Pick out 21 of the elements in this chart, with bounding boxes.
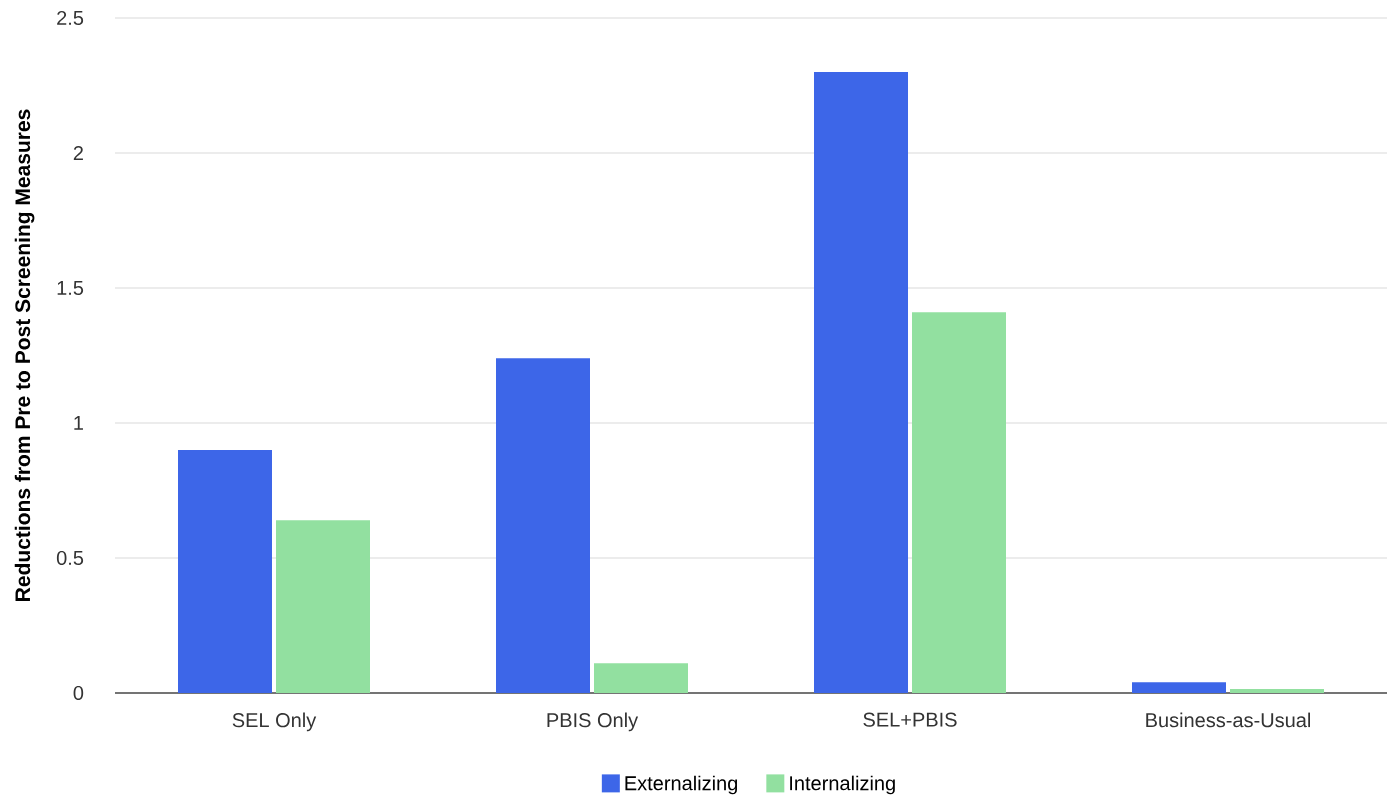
bar: [594, 663, 689, 693]
x-tick-label: PBIS Only: [547, 712, 639, 732]
x-tick-label: Business-as-Usual: [1146, 712, 1310, 728]
bar: [276, 520, 370, 693]
bar: [814, 71, 908, 693]
legend-label: Externalizing: [625, 775, 738, 795]
y-tick-label: 0.5: [56, 550, 84, 565]
y-tick-label: 1: [74, 416, 83, 430]
y-tick-label: 0: [73, 685, 84, 700]
bar: [496, 358, 590, 693]
x-tick-label: SEL+PBIS: [863, 712, 957, 727]
bar: [1132, 682, 1226, 693]
bar: [178, 449, 272, 693]
bar: [912, 312, 1006, 693]
y-axis-title: Reductions from Pre to Post Screening Measures: [14, 109, 35, 601]
x-tick-label: SEL Only: [232, 712, 317, 732]
y-tick-label: 2: [73, 145, 83, 160]
bar: [1230, 688, 1324, 693]
legend-label: Internalizing: [790, 775, 895, 795]
y-tick-label: 1.5: [57, 280, 84, 295]
y-tick-label: 2.5: [57, 10, 84, 25]
